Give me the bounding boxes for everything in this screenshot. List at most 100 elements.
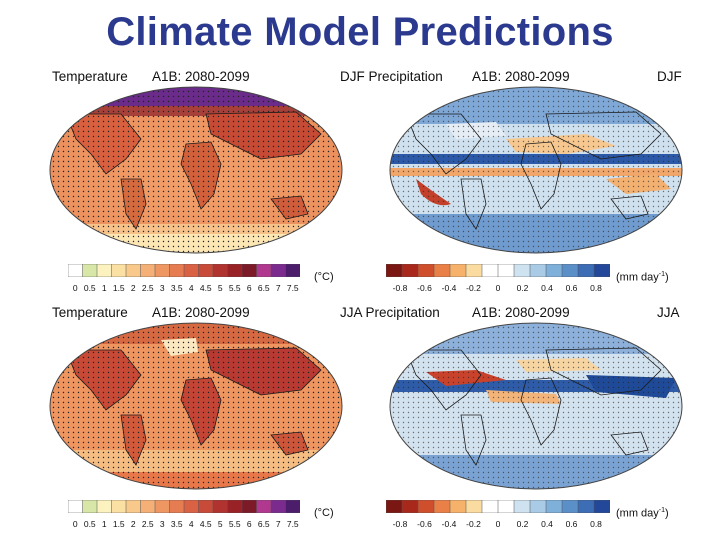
- precipitation-colorbar-swatch: [449, 264, 467, 277]
- precipitation-tick-label: 0.6: [565, 519, 578, 529]
- temperature-tick-label: 2: [130, 519, 136, 529]
- precipitation-colorbar-swatch: [529, 264, 547, 277]
- precipitation-tick-label: 0.4: [541, 283, 553, 293]
- temperature-tick-label: 1.5: [112, 283, 125, 293]
- temperature-tick-label: 4.5: [199, 283, 212, 293]
- precipitation-tick-label: -0.4: [441, 519, 457, 529]
- precip-jja-scenario-label: A1B: 2080-2099: [472, 305, 570, 320]
- temperature-colorbar-swatch: [154, 264, 171, 277]
- temperature-unit-top: (°C): [314, 271, 334, 283]
- precipitation-tick-label: 0.2: [516, 519, 529, 529]
- temperature-colorbar-swatch: [140, 500, 156, 513]
- precipitation-colorbar-swatch: [481, 264, 499, 277]
- temperature-colorbar-swatch: [82, 500, 98, 513]
- precipitation-colorbar-swatch: [545, 500, 563, 513]
- temperature-colorbar-swatch: [169, 264, 185, 277]
- temperature-unit-bottom: (°C): [314, 507, 334, 519]
- precipitation-tick-label: 0.8: [590, 283, 602, 293]
- temperature-colorbar-swatch: [285, 264, 300, 277]
- precipitation-colorbar-top: [386, 264, 610, 277]
- precipitation-tick-label: 0: [495, 519, 501, 529]
- precipitation-tick-label: 0.4: [541, 519, 553, 529]
- temperature-colorbar-swatch: [198, 264, 214, 277]
- precipitation-djf-map: [389, 86, 683, 254]
- precipitation-colorbar-swatch: [386, 500, 403, 513]
- temperature-tick-label: 1: [101, 519, 107, 529]
- temperature-tick-label: 3.5: [170, 519, 183, 529]
- precipitation-colorbar-swatch: [529, 500, 547, 513]
- slide-title: Climate Model Predictions: [106, 10, 614, 54]
- precipitation-tick-label: -0.8: [392, 519, 408, 529]
- temp-jja-variable-label: Temperature: [52, 305, 128, 320]
- temperature-tick-label: 5: [217, 283, 223, 293]
- temperature-colorbar-swatch: [285, 500, 300, 513]
- precipitation-colorbar-swatch: [433, 500, 451, 513]
- temperature-colorbar-swatch: [96, 264, 113, 277]
- temperature-colorbar-swatch: [82, 264, 98, 277]
- temperature-colorbar-swatch: [183, 264, 200, 277]
- temperature-colorbar-swatch: [125, 500, 142, 513]
- precipitation-colorbar-swatch: [513, 264, 531, 277]
- precipitation-unit-top: (mm day-1): [616, 271, 669, 284]
- precipitation-colorbar-swatch: [417, 264, 435, 277]
- temperature-tick-label: 1: [101, 283, 107, 293]
- precipitation-colorbar-swatch: [401, 264, 419, 277]
- precipitation-tick-label: -0.6: [417, 519, 432, 529]
- temperature-tick-label: 5.5: [228, 519, 241, 529]
- temperature-colorbar-swatch: [68, 264, 84, 277]
- temperature-tick-label: 3.5: [170, 283, 183, 293]
- temperature-djf-map: [49, 86, 343, 254]
- temperature-colorbar-swatch: [68, 500, 84, 513]
- precip-djf-scenario-label: A1B: 2080-2099: [472, 69, 570, 84]
- temperature-colorbar-swatch: [270, 500, 287, 513]
- temperature-tick-label: 3: [159, 519, 165, 529]
- temperature-colorbar-swatch: [227, 500, 243, 513]
- temperature-tick-label: 5.5: [228, 283, 241, 293]
- temperature-tick-label: 0.5: [83, 519, 96, 529]
- precipitation-tick-label: 0.8: [590, 519, 602, 529]
- temperature-tick-label: 4: [188, 283, 194, 293]
- temperature-colorbar-top: [68, 264, 300, 277]
- temperature-tick-label: 0: [72, 519, 78, 529]
- temperature-colorbar-swatch: [227, 264, 243, 277]
- temperature-colorbar-bottom: [68, 500, 300, 513]
- temperature-tick-label: 7.5: [286, 283, 299, 293]
- precipitation-colorbar-swatch: [545, 264, 563, 277]
- precipitation-tick-label: 0.2: [516, 283, 529, 293]
- temp-djf-variable-label: Temperature: [52, 69, 128, 84]
- temperature-tick-label: 4: [188, 519, 194, 529]
- temperature-colorbar-swatch: [270, 264, 287, 277]
- temperature-tick-label: 0.5: [83, 283, 96, 293]
- temperature-tick-label: 7.5: [286, 519, 299, 529]
- temperature-tick-label: 6: [246, 519, 252, 529]
- precipitation-tick-label: -0.4: [441, 283, 457, 293]
- temperature-tick-label: 6: [246, 283, 252, 293]
- precip-jja-variable-label: JJA Precipitation: [340, 305, 440, 320]
- temperature-colorbar-swatch: [198, 500, 214, 513]
- precipitation-jja-map: [389, 322, 683, 490]
- temperature-tick-label: 2.5: [141, 519, 154, 529]
- temperature-colorbar-swatch: [256, 500, 272, 513]
- precipitation-colorbar-swatch: [497, 500, 515, 513]
- temperature-colorbar-swatch: [140, 264, 156, 277]
- temperature-tick-label: 6.5: [257, 283, 270, 293]
- precipitation-colorbar-swatch: [577, 264, 595, 277]
- precip-jja-season-label: JJA: [657, 305, 680, 320]
- precipitation-tick-label: -0.6: [417, 283, 432, 293]
- temperature-tick-label: 0: [72, 283, 78, 293]
- precipitation-colorbar-swatch: [465, 500, 483, 513]
- precipitation-colorbar-swatch: [593, 264, 610, 277]
- temperature-colorbar-swatch: [96, 500, 113, 513]
- temperature-colorbar-swatch: [241, 264, 258, 277]
- precipitation-colorbar-swatch: [465, 264, 483, 277]
- temperature-jja-map: [49, 322, 343, 490]
- precipitation-colorbar-swatch: [513, 500, 531, 513]
- temperature-colorbar-swatch: [212, 500, 229, 513]
- precipitation-colorbar-swatch: [481, 500, 499, 513]
- precipitation-colorbar-swatch: [401, 500, 419, 513]
- temperature-tick-label: 7: [275, 283, 281, 293]
- temperature-tick-label: 2: [130, 283, 136, 293]
- precipitation-colorbar-swatch: [497, 264, 515, 277]
- precipitation-colorbar-swatch: [386, 264, 403, 277]
- temperature-colorbar-swatch: [125, 264, 142, 277]
